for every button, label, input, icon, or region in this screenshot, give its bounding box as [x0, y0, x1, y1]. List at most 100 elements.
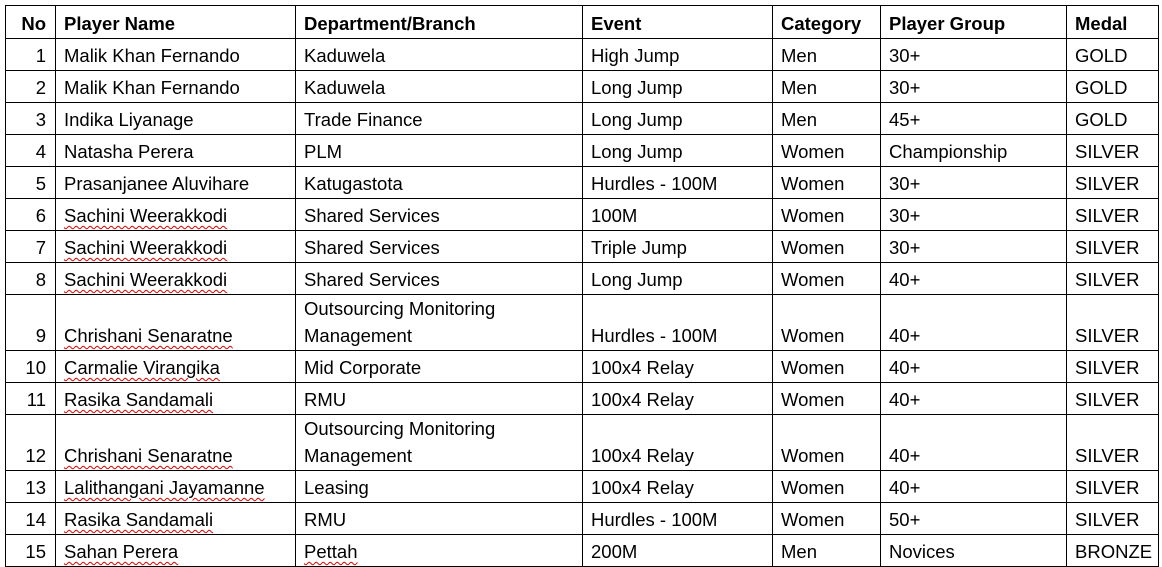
- cell-dept[interactable]: Outsourcing Monitoring Management: [295, 294, 583, 351]
- cell-group[interactable]: 40+: [880, 262, 1067, 295]
- cell-group[interactable]: 30+: [880, 198, 1067, 231]
- cell-group[interactable]: 30+: [880, 166, 1067, 199]
- cell-category[interactable]: Men: [772, 102, 881, 135]
- cell-no[interactable]: 5: [5, 166, 56, 199]
- cell-no[interactable]: 14: [5, 502, 56, 535]
- cell-dept[interactable]: Outsourcing Monitoring Management: [295, 414, 583, 471]
- cell-event[interactable]: Long Jump: [582, 262, 773, 295]
- cell-medal[interactable]: SILVER: [1065, 414, 1160, 471]
- cell-event[interactable]: 100x4 Relay: [582, 414, 773, 471]
- cell-no[interactable]: 12: [5, 414, 56, 471]
- cell-group[interactable]: 40+: [880, 470, 1067, 503]
- cell-category[interactable]: Women: [772, 198, 881, 231]
- cell-event[interactable]: Hurdles - 100M: [582, 294, 773, 351]
- cell-medal[interactable]: SILVER: [1065, 350, 1160, 383]
- cell-event[interactable]: Triple Jump: [582, 230, 773, 263]
- cell-name[interactable]: Lalithangani Jayamanne: [55, 470, 296, 503]
- cell-event[interactable]: 100M: [582, 198, 773, 231]
- cell-medal[interactable]: GOLD: [1065, 102, 1160, 135]
- cell-dept[interactable]: Trade Finance: [295, 102, 583, 135]
- cell-medal[interactable]: GOLD: [1065, 70, 1160, 103]
- cell-event[interactable]: Long Jump: [582, 134, 773, 167]
- cell-no[interactable]: 8: [5, 262, 56, 295]
- cell-no[interactable]: 2: [5, 70, 56, 103]
- cell-category[interactable]: Men: [772, 70, 881, 103]
- cell-category[interactable]: Women: [772, 414, 881, 471]
- cell-no[interactable]: 13: [5, 470, 56, 503]
- cell-dept[interactable]: Shared Services: [295, 262, 583, 295]
- cell-event[interactable]: Long Jump: [582, 102, 773, 135]
- cell-dept[interactable]: Pettah: [295, 534, 583, 567]
- cell-event[interactable]: 100x4 Relay: [582, 350, 773, 383]
- cell-group[interactable]: 40+: [880, 414, 1067, 471]
- cell-name[interactable]: Indika Liyanage: [55, 102, 296, 135]
- cell-group[interactable]: Championship: [880, 134, 1067, 167]
- cell-group[interactable]: 40+: [880, 350, 1067, 383]
- cell-medal[interactable]: SILVER: [1065, 230, 1160, 263]
- cell-event[interactable]: Hurdles - 100M: [582, 502, 773, 535]
- cell-dept[interactable]: PLM: [295, 134, 583, 167]
- cell-name[interactable]: Chrishani Senaratne: [55, 294, 296, 351]
- cell-medal[interactable]: GOLD: [1065, 38, 1160, 71]
- cell-dept[interactable]: Leasing: [295, 470, 583, 503]
- cell-category[interactable]: Women: [772, 382, 881, 415]
- cell-no[interactable]: 6: [5, 198, 56, 231]
- cell-medal[interactable]: SILVER: [1065, 502, 1160, 535]
- cell-name[interactable]: Rasika Sandamali: [55, 502, 296, 535]
- cell-group[interactable]: 30+: [880, 230, 1067, 263]
- cell-name[interactable]: Natasha Perera: [55, 134, 296, 167]
- cell-category[interactable]: Men: [772, 38, 881, 71]
- cell-no[interactable]: 9: [5, 294, 56, 351]
- cell-no[interactable]: 15: [5, 534, 56, 567]
- cell-medal[interactable]: SILVER: [1065, 294, 1160, 351]
- cell-medal[interactable]: SILVER: [1065, 134, 1160, 167]
- cell-dept[interactable]: Shared Services: [295, 230, 583, 263]
- cell-dept[interactable]: Shared Services: [295, 198, 583, 231]
- cell-medal[interactable]: SILVER: [1065, 198, 1160, 231]
- cell-event[interactable]: High Jump: [582, 38, 773, 71]
- cell-dept[interactable]: Kaduwela: [295, 70, 583, 103]
- cell-medal[interactable]: SILVER: [1065, 166, 1160, 199]
- cell-group[interactable]: 40+: [880, 294, 1067, 351]
- cell-medal[interactable]: BRONZE: [1065, 534, 1160, 567]
- cell-category[interactable]: Women: [772, 350, 881, 383]
- cell-name[interactable]: Sahan Perera: [55, 534, 296, 567]
- cell-group[interactable]: 45+: [880, 102, 1067, 135]
- cell-name[interactable]: Sachini Weerakkodi: [55, 230, 296, 263]
- cell-group[interactable]: 50+: [880, 502, 1067, 535]
- cell-event[interactable]: Hurdles - 100M: [582, 166, 773, 199]
- cell-name[interactable]: Chrishani Senaratne: [55, 414, 296, 471]
- cell-category[interactable]: Women: [772, 470, 881, 503]
- cell-event[interactable]: 100x4 Relay: [582, 470, 773, 503]
- cell-category[interactable]: Women: [772, 166, 881, 199]
- cell-event[interactable]: Long Jump: [582, 70, 773, 103]
- cell-category[interactable]: Women: [772, 262, 881, 295]
- cell-category[interactable]: Women: [772, 134, 881, 167]
- cell-category[interactable]: Women: [772, 502, 881, 535]
- cell-no[interactable]: 1: [5, 38, 56, 71]
- cell-medal[interactable]: SILVER: [1065, 382, 1160, 415]
- cell-group[interactable]: 30+: [880, 38, 1067, 71]
- cell-dept[interactable]: RMU: [295, 382, 583, 415]
- cell-medal[interactable]: SILVER: [1065, 470, 1160, 503]
- cell-name[interactable]: Rasika Sandamali: [55, 382, 296, 415]
- cell-dept[interactable]: Mid Corporate: [295, 350, 583, 383]
- cell-name[interactable]: Carmalie Virangika: [55, 350, 296, 383]
- cell-name[interactable]: Prasanjanee Aluvihare: [55, 166, 296, 199]
- cell-group[interactable]: Novices: [880, 534, 1067, 567]
- cell-dept[interactable]: Kaduwela: [295, 38, 583, 71]
- cell-no[interactable]: 11: [5, 382, 56, 415]
- cell-medal[interactable]: SILVER: [1065, 262, 1160, 295]
- cell-name[interactable]: Malik Khan Fernando: [55, 38, 296, 71]
- cell-name[interactable]: Sachini Weerakkodi: [55, 262, 296, 295]
- cell-category[interactable]: Women: [772, 230, 881, 263]
- cell-dept[interactable]: Katugastota: [295, 166, 583, 199]
- cell-no[interactable]: 4: [5, 134, 56, 167]
- cell-no[interactable]: 3: [5, 102, 56, 135]
- cell-group[interactable]: 40+: [880, 382, 1067, 415]
- cell-name[interactable]: Sachini Weerakkodi: [55, 198, 296, 231]
- cell-dept[interactable]: RMU: [295, 502, 583, 535]
- cell-category[interactable]: Men: [772, 534, 881, 567]
- cell-event[interactable]: 100x4 Relay: [582, 382, 773, 415]
- cell-event[interactable]: 200M: [582, 534, 773, 567]
